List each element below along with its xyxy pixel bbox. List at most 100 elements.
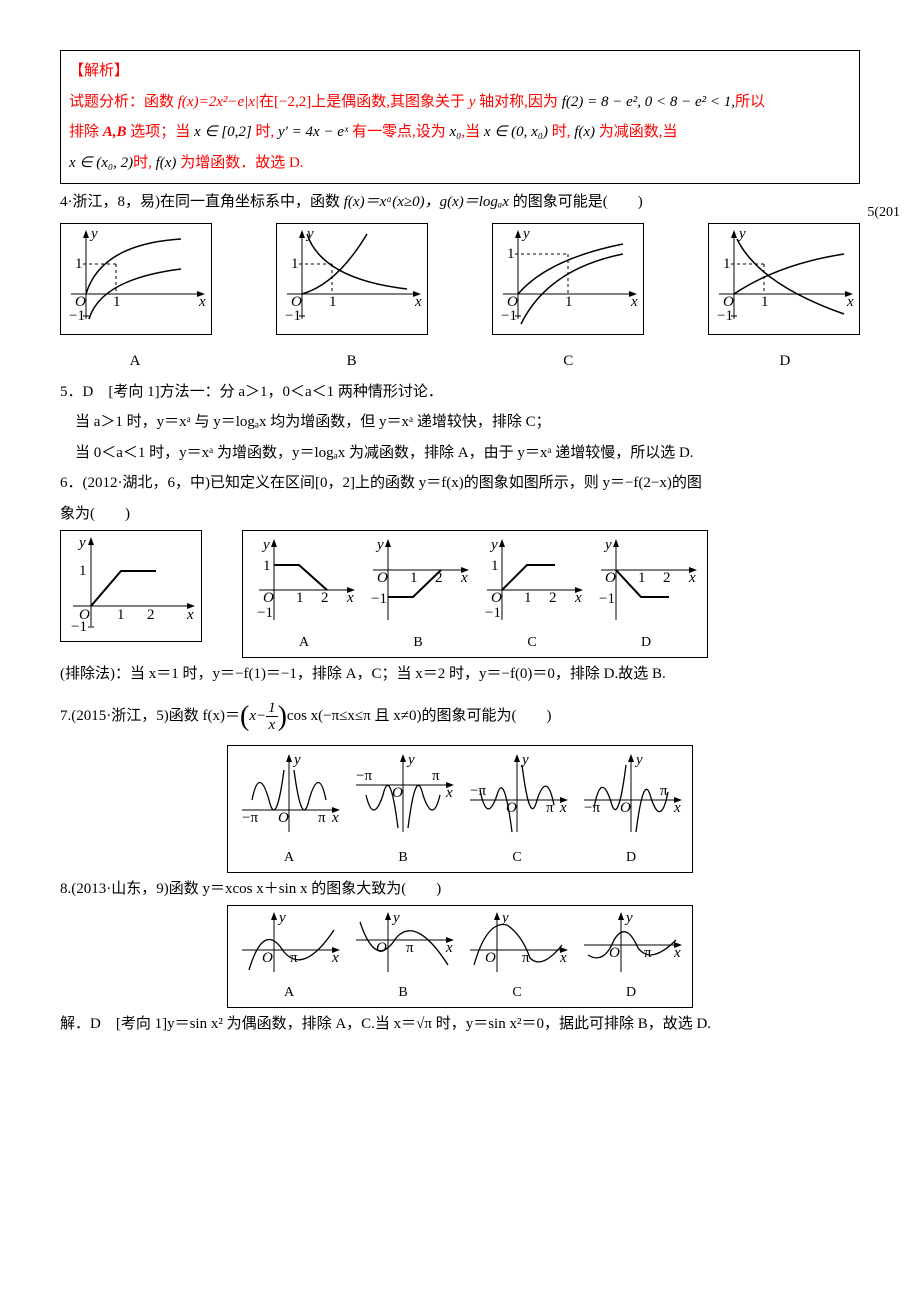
svg-text:x: x: [331, 810, 339, 826]
q4-text: 4·浙江，8，易)在同一直角坐标系中，函数 f(x)＝xᵃ(x≥0)，g(x)＝…: [60, 188, 860, 217]
svg-text:−π: −π: [470, 783, 486, 799]
svg-text:y: y: [489, 537, 498, 553]
q6-opt-b: y x O 1 2 −1: [363, 535, 473, 630]
svg-text:x: x: [673, 800, 681, 816]
svg-text:O: O: [376, 940, 387, 956]
q7-c: y x O −π π: [462, 750, 572, 845]
svg-text:1: 1: [296, 590, 304, 606]
q8-sol: 解．D [考向 1]y＝sin x² 为偶函数，排除 A，C.当 x＝√π 时，…: [60, 1010, 860, 1039]
q7-la: A: [234, 845, 344, 872]
q8-d: y x O π: [576, 910, 686, 980]
q5-l3: 当 0＜a＜1 时，y＝xᵃ 为增函数，y＝logₐx 为减函数，排除 A，由于…: [60, 439, 860, 468]
a-l2m: 为减函数,当: [595, 124, 678, 140]
q6-lc: C: [477, 630, 587, 657]
svg-text:1: 1: [491, 558, 499, 574]
svg-text:y: y: [292, 752, 301, 768]
q7-lc: C: [462, 845, 572, 872]
svg-text:1: 1: [638, 570, 646, 586]
svg-text:y: y: [520, 752, 529, 768]
q6-sol: (排除法)：当 x＝1 时，y＝−f(1)＝−1，排除 A，C；当 x＝2 时，…: [60, 660, 860, 689]
q7-b: y x O −π π: [348, 750, 458, 845]
a-l2b: A,B: [103, 124, 127, 140]
a-l3d: 为增函数．故选 D.: [176, 155, 303, 171]
svg-text:π: π: [432, 768, 440, 784]
q4-b: f(x)＝xᵃ(x≥0)，g(x)＝logₐx: [344, 194, 509, 210]
q6-opt-a: y x O 1 1 2 −1: [249, 535, 359, 630]
svg-text:−1: −1: [71, 619, 87, 635]
svg-text:y: y: [277, 910, 286, 926]
svg-text:x: x: [445, 785, 453, 801]
a-l2a: 排除: [69, 124, 103, 140]
svg-text:x: x: [445, 940, 453, 956]
svg-text:−1: −1: [257, 605, 273, 621]
a-l2l: f(x): [574, 124, 595, 140]
a-l1f: f(2) = 8 − e², 0 < 8 − e² < 1,: [562, 94, 735, 110]
svg-text:−1: −1: [485, 605, 501, 621]
a-l2j: x ∈ (0, x₀): [484, 124, 548, 140]
a-l1a: 试题分析：函数: [69, 94, 174, 110]
a-l1g: 所以: [735, 94, 765, 110]
svg-text:π: π: [522, 950, 530, 966]
svg-text:1: 1: [291, 256, 299, 272]
a-l1e: 轴对称,因为: [479, 94, 562, 110]
svg-text:x: x: [630, 294, 638, 310]
q4-graph-b: y x O 1 1 −1: [277, 224, 427, 334]
q4-lb: B: [277, 347, 427, 376]
svg-text:x: x: [331, 950, 339, 966]
svg-text:−π: −π: [584, 800, 600, 816]
svg-text:1: 1: [410, 570, 418, 586]
q4-la: A: [60, 347, 210, 376]
svg-text:x: x: [186, 607, 194, 623]
svg-text:2: 2: [549, 590, 557, 606]
q8-b: y x O π: [348, 910, 458, 980]
svg-text:O: O: [263, 590, 274, 606]
a-l3c: f(x): [156, 155, 177, 171]
svg-text:−π: −π: [356, 768, 372, 784]
q6-ld: D: [591, 630, 701, 657]
a-l2g: 有一零点,设为: [352, 124, 450, 140]
q8-lb: B: [348, 980, 458, 1007]
svg-text:−1: −1: [501, 308, 517, 324]
svg-text:y: y: [737, 226, 746, 242]
q4-a: 4·浙江，8，易)在同一直角坐标系中，函数: [60, 194, 344, 210]
svg-text:1: 1: [507, 246, 515, 262]
svg-text:1: 1: [524, 590, 532, 606]
svg-text:y: y: [624, 910, 633, 926]
q5-l2: 当 a＞1 时，y＝xᵃ 与 y＝logₐx 均为增函数，但 y＝xᵃ 递增较快…: [60, 408, 860, 437]
q8-text: 8.(2013·山东，9)函数 y＝xcos x＋sin x 的图象大致为( ): [60, 875, 860, 904]
q4-graph-c: y x O 1 1 −1: [493, 224, 643, 334]
svg-text:x: x: [846, 294, 854, 310]
a-l2h: x₀: [449, 124, 461, 140]
a-l2e: 时,: [252, 124, 275, 140]
svg-text:π: π: [318, 810, 326, 826]
svg-text:1: 1: [75, 256, 83, 272]
a-l2k: 时,: [548, 124, 574, 140]
svg-text:y: y: [261, 537, 270, 553]
svg-text:2: 2: [147, 607, 155, 623]
svg-text:1: 1: [263, 558, 271, 574]
svg-text:y: y: [375, 537, 384, 553]
svg-text:−1: −1: [371, 591, 387, 607]
svg-text:O: O: [377, 570, 388, 586]
q7-d: y x O −π π: [576, 750, 686, 845]
q6-opt-d: y x O 1 2 −1: [591, 535, 701, 630]
svg-text:y: y: [634, 752, 643, 768]
q6-lb: B: [363, 630, 473, 657]
svg-text:x: x: [559, 800, 567, 816]
svg-text:y: y: [89, 226, 98, 242]
svg-text:O: O: [620, 800, 631, 816]
svg-text:O: O: [605, 570, 616, 586]
svg-text:2: 2: [321, 590, 329, 606]
svg-text:x: x: [460, 570, 468, 586]
q6-l2: 象为( ): [60, 500, 860, 529]
q6-l1: 6．(2012·湖北，6，中)已知定义在区间[0，2]上的函数 y＝f(x)的图…: [60, 469, 860, 498]
svg-text:1: 1: [113, 294, 121, 310]
side-note: 5(201: [867, 200, 900, 227]
q6-la: A: [249, 630, 359, 657]
q7-ld: D: [576, 845, 686, 872]
svg-text:−1: −1: [717, 308, 733, 324]
q7-text: 7.(2015·浙江，5)函数 f(x)＝(x−1x)cos x(−π≤x≤π …: [60, 690, 860, 743]
svg-text:x: x: [559, 950, 567, 966]
svg-text:π: π: [644, 945, 652, 961]
analysis-box: 【解析】 试题分析：函数 f(x)=2x²−e|x|在[−2,2]上是偶函数,其…: [60, 50, 860, 184]
